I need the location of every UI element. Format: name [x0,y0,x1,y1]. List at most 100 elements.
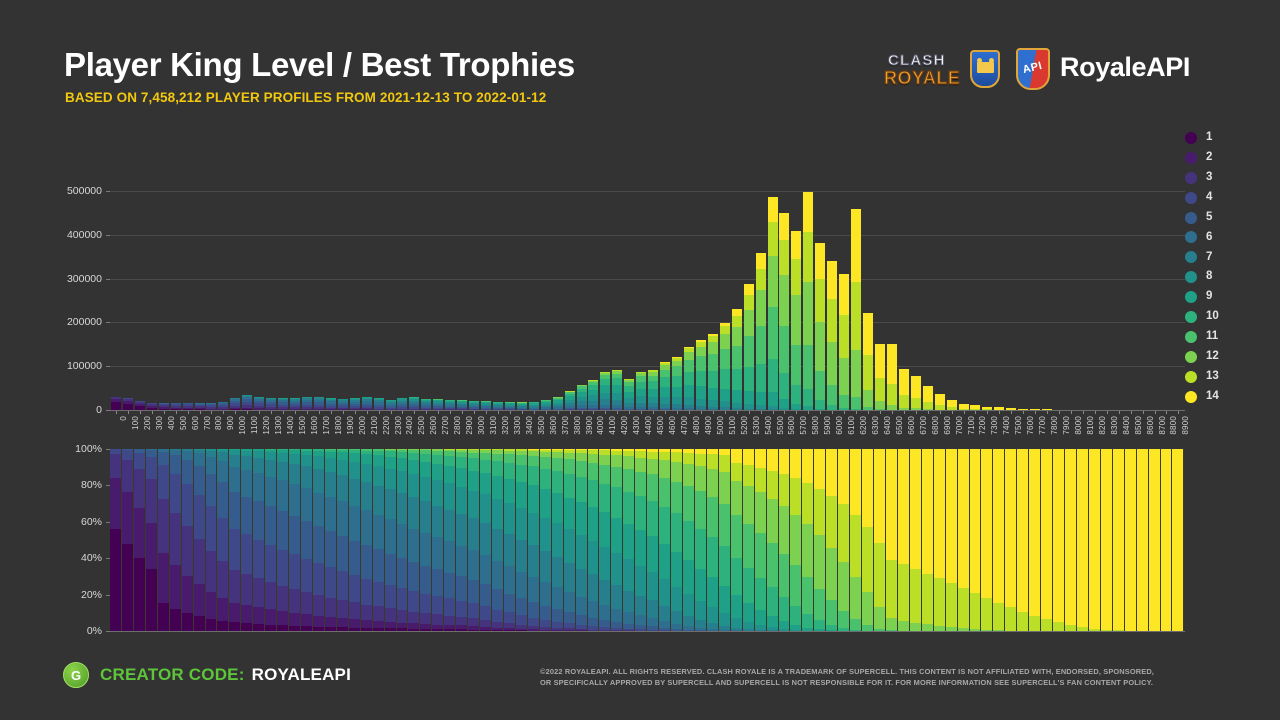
bar-column[interactable] [301,178,313,410]
percent-column[interactable] [515,449,528,631]
percent-column[interactable] [408,449,421,631]
bar-column[interactable] [265,178,277,410]
percent-column[interactable] [1100,449,1113,631]
bar-column[interactable] [767,178,779,410]
bar-column[interactable] [659,178,671,410]
legend-item-5[interactable]: 5 [1185,208,1245,228]
bar-column[interactable] [1161,178,1173,410]
percent-column[interactable] [1005,449,1018,631]
bar-column[interactable] [217,178,229,410]
percent-column[interactable] [336,449,349,631]
bar-column[interactable] [743,178,755,410]
bar-column[interactable] [1172,178,1184,410]
percent-column[interactable] [1076,449,1089,631]
bar-column[interactable] [707,178,719,410]
bar-column[interactable] [158,178,170,410]
percent-column[interactable] [575,449,588,631]
percent-column[interactable] [981,449,994,631]
legend-item-11[interactable]: 11 [1185,327,1245,347]
percent-column[interactable] [217,449,230,631]
percent-column[interactable] [850,449,863,631]
percent-column[interactable] [181,449,194,631]
percent-column[interactable] [372,449,385,631]
bar-column[interactable] [206,178,218,410]
bar-column[interactable] [408,178,420,410]
percent-column[interactable] [1136,449,1149,631]
bar-column[interactable] [719,178,731,410]
percent-column[interactable] [277,449,290,631]
legend-item-9[interactable]: 9 [1185,287,1245,307]
percent-column[interactable] [444,449,457,631]
bar-column[interactable] [516,178,528,410]
bar-column[interactable] [1053,178,1065,410]
bar-column[interactable] [874,178,886,410]
percent-column[interactable] [897,449,910,631]
percent-column[interactable] [826,449,839,631]
bar-column[interactable] [862,178,874,410]
legend-item-12[interactable]: 12 [1185,347,1245,367]
bar-column[interactable] [373,178,385,410]
bar-column[interactable] [492,178,504,410]
percent-column[interactable] [623,449,636,631]
legend-item-1[interactable]: 1 [1185,128,1245,148]
percent-column[interactable] [1160,449,1173,631]
percent-column[interactable] [503,449,516,631]
bar-column[interactable] [611,178,623,410]
percent-column[interactable] [1017,449,1030,631]
percent-column[interactable] [1029,449,1042,631]
percent-column[interactable] [694,449,707,631]
legend-item-4[interactable]: 4 [1185,188,1245,208]
bar-column[interactable] [779,178,791,410]
bar-column[interactable] [1149,178,1161,410]
bar-column[interactable] [946,178,958,410]
percent-column[interactable] [539,449,552,631]
bar-column[interactable] [444,178,456,410]
bar-column[interactable] [1017,178,1029,410]
bar-column[interactable] [194,178,206,410]
legend-item-14[interactable]: 14 [1185,387,1245,407]
bar-column[interactable] [540,178,552,410]
percent-column[interactable] [193,449,206,631]
bar-column[interactable] [623,178,635,410]
percent-column[interactable] [599,449,612,631]
bar-column[interactable] [790,178,802,410]
bar-column[interactable] [576,178,588,410]
legend-item-2[interactable]: 2 [1185,148,1245,168]
legend-item-7[interactable]: 7 [1185,247,1245,267]
percent-column[interactable] [647,449,660,631]
bar-column[interactable] [981,178,993,410]
bar-column[interactable] [241,178,253,410]
bar-column[interactable] [122,178,134,410]
legend-item-10[interactable]: 10 [1185,307,1245,327]
percent-column[interactable] [289,449,301,631]
percent-column[interactable] [396,449,409,631]
bar-column[interactable] [385,178,397,410]
percent-column[interactable] [718,449,731,631]
bar-column[interactable] [1005,178,1017,410]
bar-column[interactable] [599,178,611,410]
bar-column[interactable] [886,178,898,410]
percent-column[interactable] [754,449,767,631]
percent-column[interactable] [742,449,755,631]
bar-column[interactable] [564,178,576,410]
percent-column[interactable] [587,449,600,631]
percent-column[interactable] [133,449,146,631]
percent-column[interactable] [384,449,397,631]
percent-column[interactable] [312,449,325,631]
bar-column[interactable] [110,178,122,410]
bar-column[interactable] [695,178,707,410]
bar-column[interactable] [337,178,349,410]
percent-column[interactable] [145,449,158,631]
percent-column[interactable] [205,449,218,631]
percent-column[interactable] [957,449,970,631]
percent-column[interactable] [921,449,934,631]
legend-item-8[interactable]: 8 [1185,267,1245,287]
percent-column[interactable] [456,449,469,631]
bar-column[interactable] [182,178,194,410]
bar-column[interactable] [1137,178,1149,410]
bar-column[interactable] [802,178,814,410]
percent-column[interactable] [229,449,242,631]
bar-column[interactable] [635,178,647,410]
bar-column[interactable] [647,178,659,410]
percent-column[interactable] [1112,449,1125,631]
